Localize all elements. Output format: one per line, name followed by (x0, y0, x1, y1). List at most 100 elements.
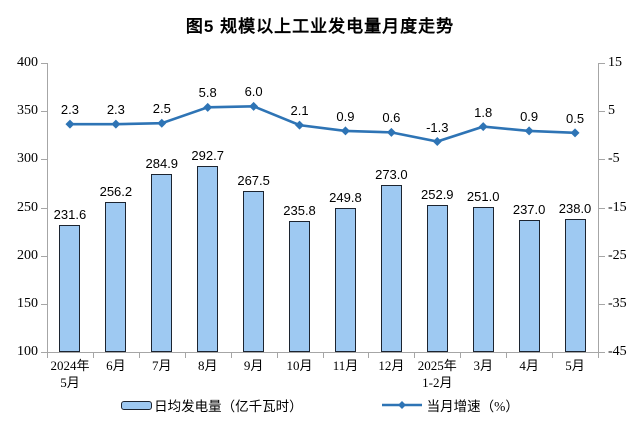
bar-value-label: 256.2 (99, 183, 133, 199)
bar-value-label: 237.0 (512, 202, 546, 218)
y-axis-right-tick-label: -15 (608, 199, 627, 215)
bar-series-swatch (121, 400, 153, 410)
x-axis-tick (322, 353, 324, 358)
x-axis-category-label: 11月 (332, 358, 359, 373)
line-marker-diamond (478, 122, 488, 132)
line-value-label: 1.8 (474, 104, 493, 120)
line-value-label: 0.6 (382, 110, 401, 126)
line-value-label: 0.9 (520, 108, 539, 124)
line-marker-diamond (65, 119, 75, 129)
bar (334, 207, 356, 352)
y-axis-right-tick-label: 5 (608, 103, 615, 119)
x-axis-tick (414, 353, 416, 358)
line-marker-diamond (249, 101, 259, 111)
y-axis-right-tick (599, 207, 605, 209)
x-axis-category-label: 9月 (243, 358, 264, 373)
y-axis-right-tick (599, 63, 605, 64)
line-value-label: 0.5 (565, 110, 585, 126)
y-axis-right-tick (599, 111, 605, 113)
y-axis-left-tick-label: 400 (17, 55, 38, 70)
y-axis-right-tick-label: -35 (608, 295, 627, 311)
bar-value-label: 235.8 (283, 203, 316, 219)
y-axis-right-tick (599, 352, 605, 353)
y-axis-right-tick (599, 303, 605, 305)
x-axis-tick (552, 353, 554, 358)
y-axis-left (47, 63, 48, 352)
x-axis-category-label: 5月 (565, 358, 585, 373)
x-axis-category-label: 4月 (519, 358, 539, 373)
line-marker-diamond (111, 119, 121, 129)
legend-bar-label: 日均发电量（亿千瓦时） (154, 399, 303, 414)
legend-line-marker-diamond (397, 401, 406, 409)
x-axis-tick (460, 353, 462, 358)
bar (243, 190, 265, 352)
x-axis-category-label: 7月 (152, 358, 172, 373)
bar-value-label: 252.9 (421, 186, 454, 202)
x-axis-tick (184, 353, 186, 358)
x-axis-tick (598, 353, 599, 358)
legend-item-line: 当月增速（%） (381, 395, 519, 415)
x-axis-tick (92, 353, 94, 358)
y-axis-left-tick-label: 350 (17, 103, 38, 119)
y-axis-left-tick (41, 207, 47, 209)
x-axis-category-label: 8月 (197, 358, 218, 373)
bar (105, 201, 127, 352)
bar (472, 206, 494, 352)
chart-title: 图5 规模以上工业发电量月度走势 (185, 17, 455, 36)
line-series-swatch (381, 401, 422, 409)
bar (426, 204, 448, 352)
line-value-label: -1.3 (426, 119, 449, 135)
x-axis-tick (276, 353, 278, 358)
y-axis-left-tick (41, 352, 47, 353)
x-axis-category-label: 3月 (473, 358, 493, 373)
bar-value-label: 231.6 (53, 207, 87, 223)
line-value-label: 5.8 (198, 85, 217, 101)
bar (59, 225, 81, 352)
x-axis-tick (506, 353, 508, 358)
bar-value-label: 238.0 (558, 201, 592, 217)
bar-value-label: 267.5 (237, 172, 270, 188)
bar-value-label: 273.0 (375, 167, 408, 183)
bar (289, 221, 311, 352)
y-axis-left-tick-label: 250 (17, 199, 38, 215)
y-axis-left-tick (41, 111, 47, 113)
bar-value-label: 249.8 (329, 189, 362, 205)
y-axis-right-tick-label: -25 (608, 247, 627, 263)
line-marker-diamond (570, 128, 580, 138)
y-axis-right-tick (599, 255, 605, 257)
line-value-label: 2.3 (60, 102, 79, 118)
y-axis-left-tick-label: 150 (17, 295, 38, 311)
y-axis-right (598, 63, 599, 352)
x-axis (47, 352, 599, 353)
line-marker-diamond (295, 120, 305, 130)
bar-value-label: 284.9 (145, 155, 179, 171)
line-value-label: 0.9 (336, 108, 355, 124)
x-axis-category-label: 10月 (286, 358, 313, 373)
bar (151, 173, 173, 352)
x-axis-tick (230, 353, 232, 358)
legend-line-label: 当月增速（%） (426, 399, 519, 414)
x-axis-tick (47, 353, 48, 358)
x-axis-category-label: 12月 (378, 358, 405, 373)
y-axis-left-tick-label: 200 (17, 247, 38, 263)
bar (197, 166, 219, 352)
y-axis-left-tick-label: 300 (17, 151, 38, 167)
line-value-label: 2.5 (152, 101, 171, 117)
line-value-label: 2.3 (106, 102, 125, 118)
growth-line (69, 105, 576, 143)
x-axis-tick (138, 353, 140, 358)
y-axis-right-tick-label: 15 (608, 55, 622, 70)
line-marker-diamond (340, 126, 350, 136)
y-axis-left-tick (41, 159, 47, 161)
x-axis-category-label: 2024年 5月 (50, 358, 90, 390)
line-marker-diamond (432, 137, 442, 147)
line-marker-diamond (386, 127, 396, 137)
y-axis-left-tick (41, 255, 47, 257)
bar-value-label: 251.0 (466, 188, 500, 204)
line-value-label: 6.0 (244, 84, 263, 100)
legend: 日均发电量（亿千瓦时） 当月增速（%） (0, 395, 640, 415)
y-axis-left-tick (41, 303, 47, 305)
bar (518, 220, 540, 352)
